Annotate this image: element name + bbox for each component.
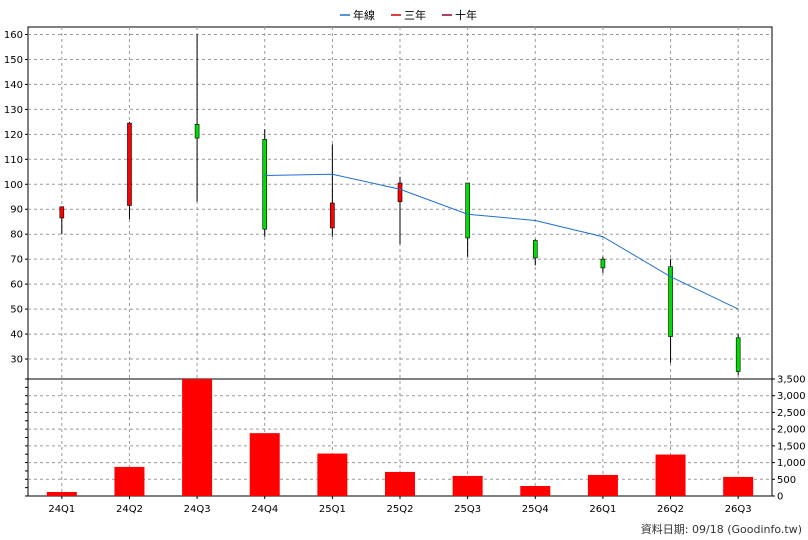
candle-body xyxy=(668,266,673,337)
legend-label: 十年 xyxy=(455,8,477,22)
volume-bar xyxy=(182,379,213,496)
volume-bar xyxy=(587,474,618,496)
volume-bar xyxy=(655,454,686,496)
candle-body xyxy=(330,202,335,229)
volume-tick-label: 1,000 xyxy=(777,458,806,469)
volume-tick-label: 1,500 xyxy=(777,441,806,452)
candle-body xyxy=(397,182,403,203)
candle-body xyxy=(532,240,538,259)
x-tick-label: 25Q3 xyxy=(454,504,481,515)
volume-bar xyxy=(452,475,483,496)
ma-line-series xyxy=(264,173,739,310)
volume-tick-label: 3,500 xyxy=(777,375,806,386)
x-tick-label: 25Q4 xyxy=(522,504,549,515)
x-tick-label: 24Q1 xyxy=(48,504,75,515)
volume-tick-label: 2,500 xyxy=(777,408,806,419)
price-tick-label: 160 xyxy=(4,30,23,41)
candle-body xyxy=(59,206,65,219)
price-tick-label: 80 xyxy=(10,230,23,241)
volume-bar xyxy=(385,471,415,496)
volume-tick-label: 2,000 xyxy=(777,425,806,436)
price-tick-label: 110 xyxy=(4,155,23,166)
price-tick-label: 100 xyxy=(4,180,23,191)
x-tick-label: 26Q3 xyxy=(725,504,752,515)
price-tick-label: 130 xyxy=(4,105,23,116)
price-tick-label: 40 xyxy=(10,330,23,341)
price-tick-label: 30 xyxy=(10,355,23,366)
price-tick-label: 120 xyxy=(4,130,23,141)
price-tick-label: 70 xyxy=(10,255,23,266)
volume-bar xyxy=(46,491,77,496)
candle-body xyxy=(194,124,200,139)
volume-bar xyxy=(114,466,145,496)
x-tick-label: 24Q4 xyxy=(251,504,278,515)
volume-bar xyxy=(249,433,280,496)
price-tick-label: 50 xyxy=(10,305,23,316)
x-tick-label: 24Q2 xyxy=(116,504,143,515)
legend-label: 三年 xyxy=(404,8,426,22)
price-tick-label: 150 xyxy=(4,55,23,66)
x-tick-label: 26Q1 xyxy=(589,504,616,515)
x-tick-label: 24Q3 xyxy=(184,504,211,515)
volume-bar xyxy=(317,453,348,496)
price-tick-label: 90 xyxy=(10,205,23,216)
volume-tick-label: 0 xyxy=(777,492,783,503)
x-tick-label: 26Q2 xyxy=(657,504,684,515)
price-tick-label: 60 xyxy=(10,280,23,291)
price-tick-label: 140 xyxy=(4,80,23,91)
candle-body xyxy=(127,122,132,206)
candle-body xyxy=(735,337,741,372)
candle-body xyxy=(465,182,470,239)
volume-tick-label: 500 xyxy=(777,475,796,486)
volume-bar xyxy=(520,485,551,496)
candle-body xyxy=(600,258,606,269)
x-tick-label: 25Q1 xyxy=(319,504,346,515)
volume-tick-label: 3,000 xyxy=(777,391,806,402)
candle-body xyxy=(262,139,268,230)
legend-label: 年線 xyxy=(353,8,375,22)
data-source-label: 資料日期: 09/18 (Goodinfo.tw) xyxy=(640,523,802,536)
volume-bar xyxy=(723,476,754,496)
x-tick-label: 25Q2 xyxy=(387,504,414,515)
